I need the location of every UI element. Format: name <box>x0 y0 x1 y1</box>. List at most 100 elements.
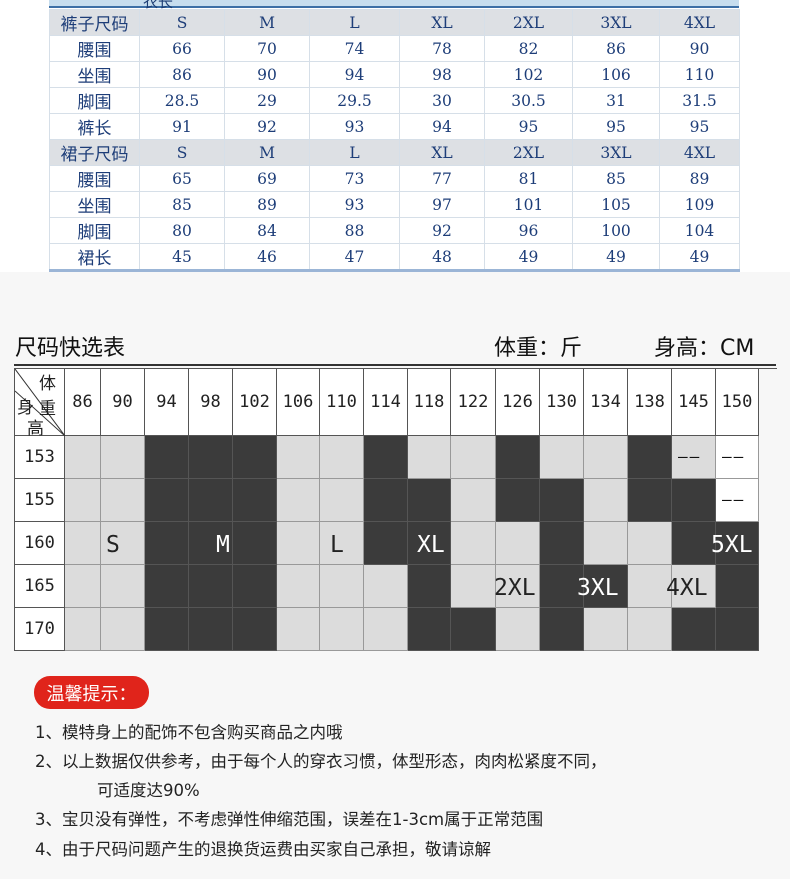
size-zone-cell <box>672 608 716 651</box>
size-value: 30.5 <box>484 87 573 114</box>
tip-item: 2、以上数据仅供参考，由于每个人的穿衣习惯，体型形态，肉肉松紧度不同， <box>35 752 607 771</box>
row-label: 裙长 <box>49 243 140 272</box>
size-zone-cell <box>451 565 496 608</box>
size-value: 82 <box>484 35 573 62</box>
size-zone-cell <box>716 522 759 565</box>
size-value: S <box>139 139 225 166</box>
size-value: 105 <box>572 191 660 218</box>
size-zone-cell <box>408 565 451 608</box>
zone-label: 2XL <box>494 575 536 601</box>
size-value: 91 <box>139 113 225 140</box>
tips-badge: 温馨提示： <box>34 676 149 709</box>
size-zone-cell <box>540 436 584 479</box>
weight-header-cell: 86 <box>65 369 101 436</box>
weight-header-cell: 134 <box>584 369 628 436</box>
corner-height-label: 高 <box>27 419 44 439</box>
size-zone-cell <box>496 608 540 651</box>
size-value: 92 <box>224 113 310 140</box>
quick-select-section: 尺码快选表 体重：斤 身高：CM 体重 身 高 86 90 94 98 102 106 11… <box>0 272 790 879</box>
size-value: 93 <box>309 191 400 218</box>
unavailable-dash: —— <box>722 490 746 509</box>
size-value: 31.5 <box>659 87 740 114</box>
size-value: 74 <box>309 35 400 62</box>
size-value: 3XL <box>572 9 660 36</box>
size-zone-cell <box>145 436 189 479</box>
tip-item: 1、模特身上的配饰不包含购买商品之内哦 <box>35 723 343 742</box>
size-zone-cell <box>101 479 145 522</box>
title-underline <box>14 364 776 366</box>
size-zone-cell <box>65 565 101 608</box>
size-zone-cell <box>496 479 540 522</box>
size-zone-cell <box>496 522 540 565</box>
zone-label: S <box>106 532 120 558</box>
skirt-row: 裙长 45 46 47 48 49 49 49 <box>49 243 740 272</box>
size-zone-cell <box>277 479 320 522</box>
size-value: 81 <box>484 165 573 192</box>
size-table: 裤子尺码 S M L XL 2XL 3XL 4XL 腰围 66 70 74 78 82 86 90 坐围 86 90… <box>49 9 740 272</box>
size-zone-cell <box>364 436 408 479</box>
size-zone-cell <box>540 608 584 651</box>
size-value: 102 <box>484 61 573 88</box>
size-value: 110 <box>659 61 740 88</box>
row-label: 脚围 <box>49 87 140 114</box>
size-zone-cell <box>584 436 628 479</box>
size-zone-cell <box>716 608 759 651</box>
size-value: 95 <box>484 113 573 140</box>
size-value: 109 <box>659 191 740 218</box>
size-zone-cell <box>233 436 277 479</box>
size-zone-cell <box>277 608 320 651</box>
size-value: 93 <box>309 113 400 140</box>
size-value: 85 <box>572 165 660 192</box>
size-value: 89 <box>224 191 310 218</box>
height-unit: 身高：CM <box>654 336 755 361</box>
size-zone-cell <box>277 565 320 608</box>
size-value: 96 <box>484 217 573 244</box>
row-label: 裤子尺码 <box>49 9 140 36</box>
pants-row: 脚围 28.5 29 29.5 30 30.5 31 31.5 <box>49 87 740 114</box>
size-value: M <box>224 9 310 36</box>
size-value: 3XL <box>572 139 660 166</box>
size-value: XL <box>399 9 485 36</box>
corner-body-label: 身 <box>17 398 34 418</box>
size-value: L <box>309 9 400 36</box>
size-zone-cell <box>65 608 101 651</box>
size-value: 95 <box>572 113 660 140</box>
size-zone-cell <box>628 565 672 608</box>
corner-weight-label: 体重 <box>39 374 56 419</box>
size-value: XL <box>399 139 485 166</box>
zone-label: XL <box>417 532 445 558</box>
size-value: 78 <box>399 35 485 62</box>
size-zone-cell <box>540 565 584 608</box>
size-zone-cell <box>628 608 672 651</box>
size-chart-section: 衣长 裤子尺码 S M L XL 2XL 3XL 4XL 腰围 66 70 74 78 82 86 90 坐围 8… <box>0 0 790 272</box>
weight-header-cell: 90 <box>101 369 145 436</box>
size-value: 100 <box>572 217 660 244</box>
size-zone-cell <box>189 565 233 608</box>
size-zone-cell <box>496 565 540 608</box>
size-zone-cell <box>451 522 496 565</box>
size-value: 85 <box>139 191 225 218</box>
row-label: 裤长 <box>49 113 140 140</box>
size-value: 2XL <box>484 9 573 36</box>
size-zone-cell <box>408 436 451 479</box>
pants-row: 腰围 66 70 74 78 82 86 90 <box>49 35 740 62</box>
size-value: 4XL <box>659 9 740 36</box>
size-zone-cell <box>189 608 233 651</box>
size-value: 69 <box>224 165 310 192</box>
quick-select-grid: 体重 身 高 86 90 94 98 102 106 110 114 118 122 126 130 1… <box>14 368 777 651</box>
size-value: 29 <box>224 87 310 114</box>
skirt-row: 腰围 65 69 73 77 81 85 89 <box>49 165 740 192</box>
pants-header-row: 裤子尺码 S M L XL 2XL 3XL 4XL <box>49 9 740 36</box>
size-value: 66 <box>139 35 225 62</box>
size-zone-cell <box>672 436 716 479</box>
skirt-row: 坐围 85 89 93 97 101 105 109 <box>49 191 740 218</box>
size-zone-cell <box>716 565 759 608</box>
row-label: 裙子尺码 <box>49 139 140 166</box>
size-value: 4XL <box>659 139 740 166</box>
size-zone-cell <box>145 565 189 608</box>
size-zone-cell <box>628 479 672 522</box>
size-value: 95 <box>659 113 740 140</box>
quick-chart-title: 尺码快选表 <box>15 336 126 361</box>
weight-unit: 体重：斤 <box>494 336 583 361</box>
size-value: 70 <box>224 35 310 62</box>
